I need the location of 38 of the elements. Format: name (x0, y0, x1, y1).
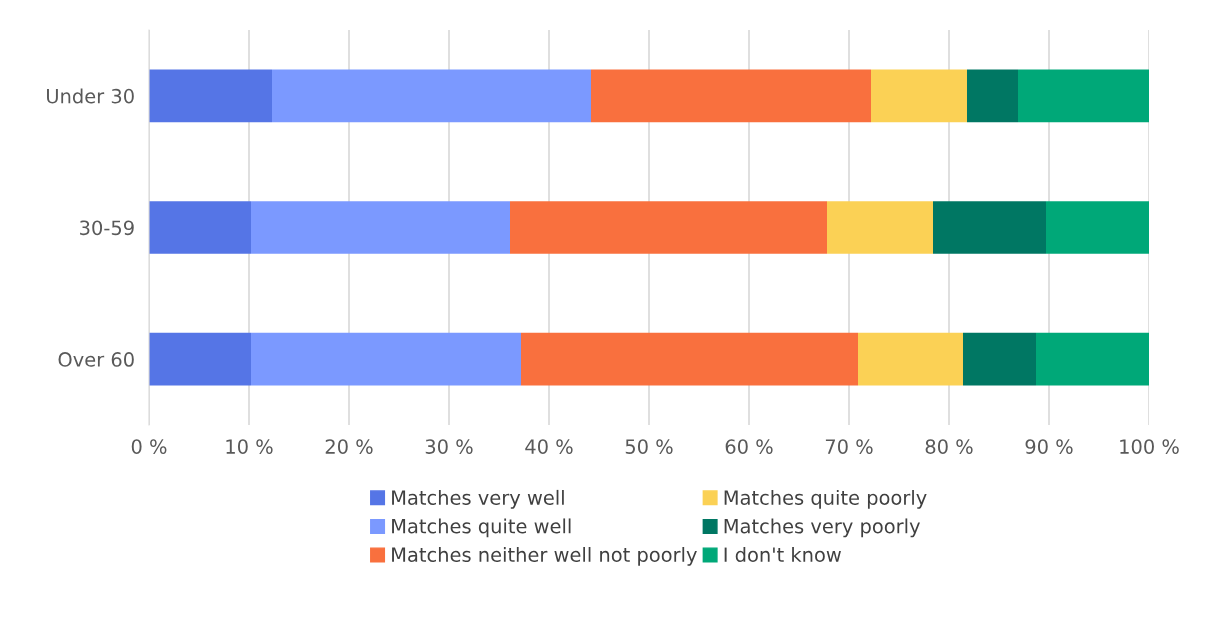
x-tick-label: 0 % (131, 439, 167, 454)
legend-label: Matches neither well not poorly (392, 546, 697, 566)
x-tick-label: 60 % (725, 439, 773, 454)
bar (510, 201, 827, 254)
x-tick-label: 70 % (825, 439, 873, 454)
bar (858, 332, 963, 386)
bar (149, 332, 251, 386)
bar (1018, 69, 1149, 123)
bar (149, 201, 251, 254)
x-tick-label: 40 % (525, 439, 573, 454)
x-tick-label: 50 % (625, 439, 673, 454)
x-tick-label: 90 % (1025, 439, 1073, 454)
x-tick-label: 30 % (425, 439, 473, 454)
y-tick-label: 30-59 (80, 220, 134, 236)
bar (251, 201, 510, 254)
x-tick-label: 80 % (925, 439, 973, 454)
bar (521, 332, 858, 386)
bar (1046, 201, 1149, 254)
bar (1036, 332, 1149, 386)
legend-label: Matches very well (392, 489, 564, 509)
bar (967, 69, 1018, 123)
bar (933, 201, 1046, 254)
legend-label: Matches very poorly (724, 518, 920, 538)
bar (591, 69, 871, 123)
bar (871, 69, 967, 123)
bar (963, 332, 1036, 386)
legend-label: I don't know (724, 546, 841, 563)
x-tick-label: 100 % (1120, 439, 1179, 454)
legend-label: Matches quite well (392, 518, 571, 538)
bar (251, 332, 521, 386)
x-tick-label: 10 % (226, 439, 273, 454)
y-tick-label: Under 30 (47, 88, 134, 104)
bar (272, 69, 591, 123)
y-tick-label: Over 60 (58, 352, 134, 367)
bar (149, 69, 272, 123)
x-tick-label: 20 % (325, 439, 373, 454)
bar (827, 201, 933, 254)
legend-label: Matches quite poorly (724, 489, 927, 509)
